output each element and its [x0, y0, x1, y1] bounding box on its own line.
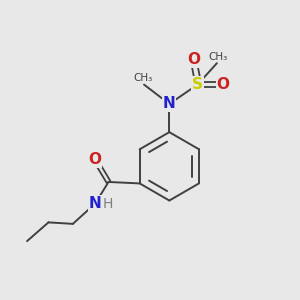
Text: H: H	[102, 196, 113, 211]
Text: N: N	[163, 96, 176, 111]
Text: S: S	[192, 77, 203, 92]
Text: CH₃: CH₃	[209, 52, 228, 62]
Text: O: O	[188, 52, 200, 67]
Text: CH₃: CH₃	[133, 73, 152, 83]
Text: O: O	[216, 77, 229, 92]
Text: N: N	[89, 196, 101, 211]
Text: O: O	[88, 152, 102, 167]
